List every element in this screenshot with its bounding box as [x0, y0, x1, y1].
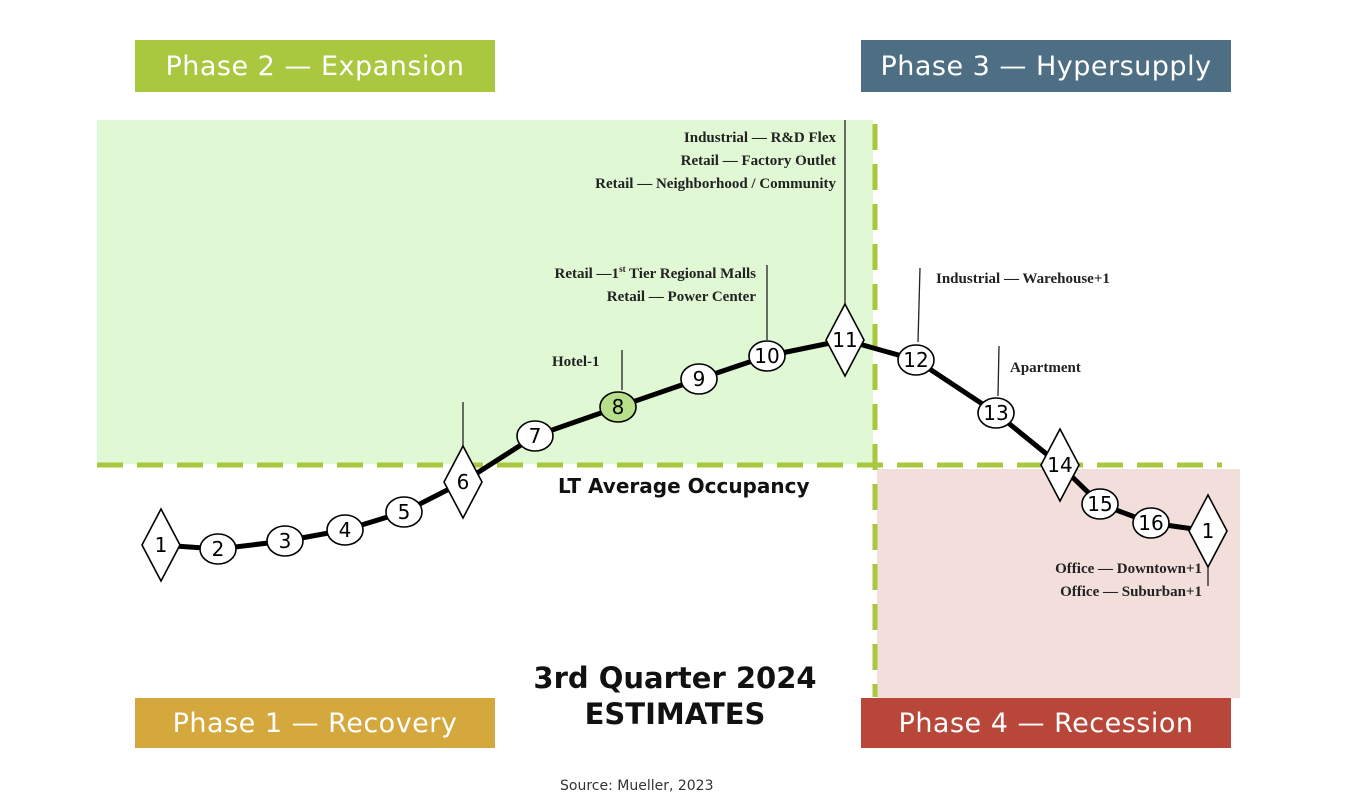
point-number: 2 — [212, 537, 225, 561]
cycle-point-11: 11 — [825, 302, 865, 378]
label-retail-factory-outlet: Retail — Factory Outlet — [680, 153, 836, 169]
circle-marker — [199, 533, 237, 565]
phase-2-expansion-banner: Phase 2 — Expansion — [135, 40, 495, 92]
circle-marker — [266, 525, 304, 557]
label-part: Tier Regional Malls — [625, 266, 756, 282]
cycle-point-9: 9 — [680, 363, 718, 395]
expansion-zone — [97, 120, 873, 464]
point-number: 14 — [1047, 453, 1072, 477]
cycle-point-4: 4 — [326, 514, 364, 546]
label-apartment: Apartment — [1010, 360, 1081, 376]
point-11-labels: Industrial — R&D Flex Retail — Factory O… — [595, 127, 836, 196]
point-number: 5 — [398, 500, 411, 524]
label-office-downtown: Office — Downtown+1 — [1055, 561, 1202, 577]
cycle-point-1: 1 — [141, 507, 181, 583]
circle-marker — [748, 340, 786, 372]
point-number: 1 — [155, 533, 168, 557]
cycle-point-10: 10 — [748, 340, 786, 372]
point-number: 6 — [457, 470, 470, 494]
diamond-marker — [1188, 493, 1228, 569]
diagram-title: 3rd Quarter 2024 ESTIMATES — [480, 660, 870, 732]
title-line-2: ESTIMATES — [584, 697, 766, 731]
cycle-point-8: 8 — [599, 391, 637, 423]
phase-1-recovery-banner: Phase 1 — Recovery — [135, 698, 495, 748]
source-note: Source: Mueller, 2023 — [560, 778, 714, 794]
label-retail-power-center: Retail — Power Center — [606, 289, 756, 305]
cycle-point-14: 14 — [1040, 427, 1080, 503]
point-number: 11 — [832, 328, 857, 352]
point-number: 12 — [903, 348, 928, 372]
point-number: 9 — [693, 367, 706, 391]
point-number: 8 — [612, 395, 625, 419]
phase-4-recession-banner: Phase 4 — Recession — [861, 698, 1231, 748]
diamond-marker — [1040, 427, 1080, 503]
title-line-1: 3rd Quarter 2024 — [533, 661, 817, 695]
circle-marker — [1081, 488, 1119, 520]
circle-marker — [385, 496, 423, 528]
circle-marker — [897, 344, 935, 376]
circle-marker — [516, 420, 554, 452]
point-number: 15 — [1087, 492, 1112, 516]
point-number: 3 — [279, 529, 292, 553]
label-retail-neighborhood: Retail — Neighborhood / Community — [595, 176, 836, 192]
circle-marker — [1132, 507, 1170, 539]
point-10-labels: Retail —1st Tier Regional Malls Retail —… — [554, 258, 756, 309]
cycle-point-5: 5 — [385, 496, 423, 528]
point-1-end-labels: Office — Downtown+1 Office — Suburban+1 — [1055, 558, 1202, 604]
leader-line-12 — [917, 267, 921, 343]
point-number: 16 — [1138, 511, 1163, 535]
label-retail-regional-malls: Retail —1st Tier Regional Malls — [554, 258, 756, 286]
label-office-suburban: Office — Suburban+1 — [1060, 584, 1202, 600]
label-hotel: Hotel-1 — [552, 354, 600, 370]
label-industrial-rd-flex: Industrial — R&D Flex — [683, 130, 836, 146]
cycle-point-2: 2 — [199, 533, 237, 565]
point-number: 13 — [983, 401, 1008, 425]
cycle-point-13: 13 — [977, 397, 1015, 429]
circle-marker — [977, 397, 1015, 429]
cycle-point-7: 7 — [516, 420, 554, 452]
diamond-marker — [443, 444, 483, 520]
cycle-point-12: 12 — [897, 344, 935, 376]
cycle-point-3: 3 — [266, 525, 304, 557]
cycle-point-1: 1 — [1188, 493, 1228, 569]
cycle-point-6: 6 — [443, 444, 483, 520]
circle-marker — [680, 363, 718, 395]
cycle-point-15: 15 — [1081, 488, 1119, 520]
phase-3-hypersupply-banner: Phase 3 — Hypersupply — [861, 40, 1231, 92]
label-industrial-warehouse: Industrial — Warehouse+1 — [936, 271, 1110, 287]
diamond-marker — [825, 302, 865, 378]
label-part: Retail —1 — [554, 266, 620, 282]
circle-marker — [599, 391, 637, 423]
point-number: 7 — [529, 424, 542, 448]
point-number: 10 — [754, 344, 779, 368]
lt-average-occupancy-label: LT Average Occupancy — [558, 474, 810, 498]
leader-line-13 — [997, 345, 1000, 397]
diamond-marker — [141, 507, 181, 583]
point-number: 1 — [1202, 519, 1215, 543]
label-superscript: st — [619, 264, 626, 274]
point-number: 4 — [339, 518, 352, 542]
circle-marker — [326, 514, 364, 546]
cycle-point-16: 16 — [1132, 507, 1170, 539]
recession-zone — [877, 469, 1240, 698]
